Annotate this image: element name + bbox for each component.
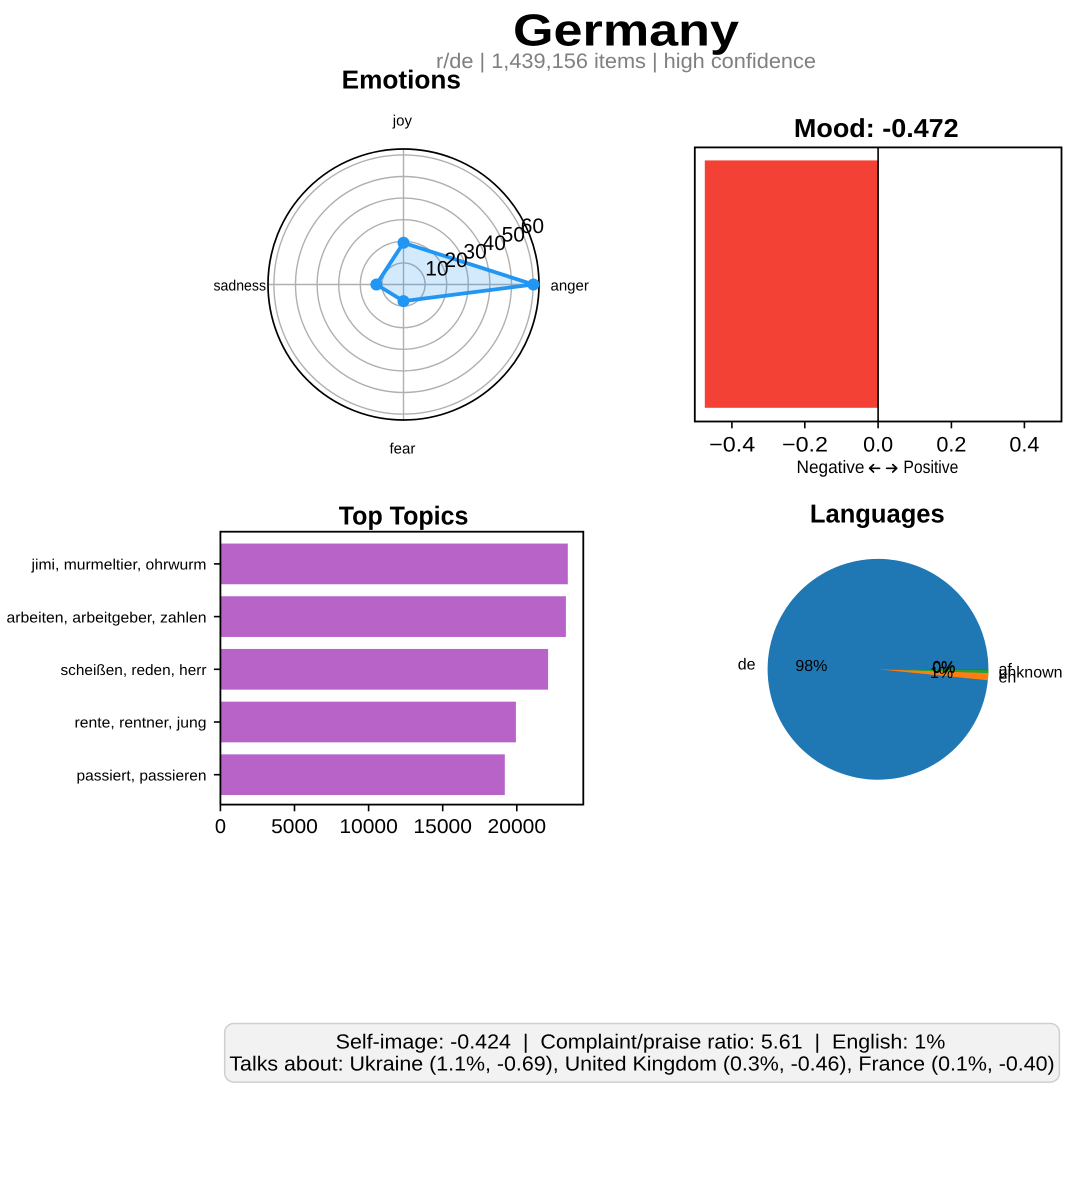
svg-text:anger: anger	[551, 277, 589, 294]
svg-text:arbeiten, arbeitgeber, zahlen: arbeiten, arbeitgeber, zahlen	[7, 609, 207, 626]
svg-text:0.0: 0.0	[863, 433, 893, 456]
svg-text:−0.2: −0.2	[782, 433, 828, 456]
svg-text:de: de	[738, 657, 756, 674]
svg-text:−0.4: −0.4	[709, 433, 755, 456]
svg-text:joy: joy	[392, 113, 413, 130]
svg-text:jimi, murmeltier, ohrwurm: jimi, murmeltier, ohrwurm	[30, 557, 206, 574]
svg-text:0.2: 0.2	[936, 433, 966, 456]
svg-text:unknown: unknown	[999, 665, 1063, 682]
svg-text:r/de | 1,439,156 items | high: r/de | 1,439,156 items | high confidence	[436, 50, 816, 73]
svg-text:15000: 15000	[413, 816, 472, 838]
svg-text:30: 30	[463, 241, 486, 264]
svg-text:scheißen, reden, herr: scheißen, reden, herr	[61, 662, 207, 679]
svg-text:en: en	[999, 670, 1017, 687]
svg-text:40: 40	[483, 232, 506, 255]
svg-text:0%: 0%	[932, 659, 955, 676]
svg-text:10: 10	[425, 258, 448, 281]
svg-text:0: 0	[215, 816, 226, 838]
svg-text:af: af	[999, 662, 1013, 679]
svg-text:Germany: Germany	[513, 5, 739, 56]
svg-text:0%: 0%	[932, 660, 955, 677]
svg-text:passiert, passieren: passiert, passieren	[77, 767, 207, 784]
svg-text:Top Topics: Top Topics	[339, 500, 469, 530]
svg-text:Mood: -0.472: Mood: -0.472	[794, 113, 959, 143]
svg-text:Negative: Negative	[797, 457, 865, 477]
svg-text:60: 60	[521, 215, 544, 238]
svg-text:Self-image: -0.424 | Complai: Self-image: -0.424 | Complaint/praise ra…	[336, 1031, 946, 1053]
svg-text:Languages: Languages	[810, 499, 945, 529]
svg-text:0.4: 0.4	[1009, 433, 1039, 456]
svg-text:fear: fear	[389, 441, 415, 458]
svg-text:20000: 20000	[488, 816, 547, 838]
svg-text:1%: 1%	[930, 665, 953, 682]
svg-text:Positive: Positive	[903, 457, 958, 477]
svg-text:50: 50	[502, 224, 525, 247]
svg-text:20: 20	[444, 249, 467, 272]
svg-text:Talks about: Ukraine (1.1%, -0: Talks about: Ukraine (1.1%, -0.69), Unit…	[229, 1053, 1054, 1075]
svg-text:sadness: sadness	[214, 277, 267, 294]
svg-text:5000: 5000	[271, 816, 318, 838]
svg-text:98%: 98%	[795, 658, 827, 675]
svg-text:rente, rentner, jung: rente, rentner, jung	[75, 715, 207, 732]
svg-text:10000: 10000	[339, 816, 398, 838]
svg-text:Emotions: Emotions	[342, 65, 461, 95]
